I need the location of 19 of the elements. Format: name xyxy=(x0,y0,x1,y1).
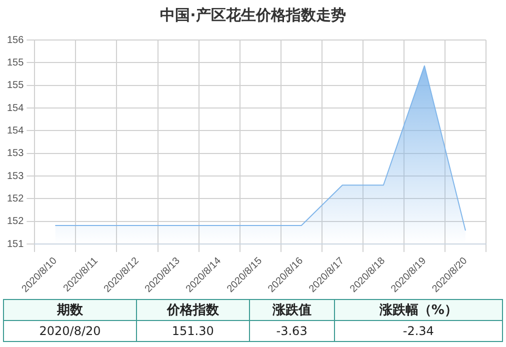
y-tick-label: 152 xyxy=(6,216,24,228)
y-tick-label: 155 xyxy=(6,80,24,92)
text: -3.63 xyxy=(249,320,334,342)
text: -2.34 xyxy=(334,320,502,342)
text: 涨跌值 xyxy=(249,300,334,320)
text: 期数 xyxy=(4,300,137,320)
text: 涨跌幅（%） xyxy=(334,300,502,320)
y-tick-label: 154 xyxy=(6,102,24,114)
y-tick-label: 151 xyxy=(6,238,24,250)
y-tick-label: 155 xyxy=(6,57,24,68)
text: 2020/8/20 xyxy=(4,320,137,342)
y-tick-label: 156 xyxy=(6,34,24,46)
y-tick-label: 152 xyxy=(6,193,24,204)
y-tick-label: 153 xyxy=(6,170,24,182)
text: 151.30 xyxy=(136,320,250,342)
y-tick-label: 154 xyxy=(6,125,24,136)
text: 价格指数 xyxy=(136,300,250,320)
y-tick-label: 153 xyxy=(6,148,24,160)
chart-title: 中国·产区花生价格指数走势 xyxy=(159,6,347,25)
